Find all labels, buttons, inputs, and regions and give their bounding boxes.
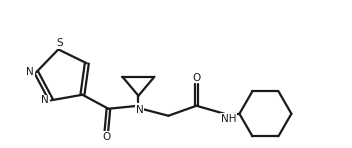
Text: N: N: [26, 67, 34, 77]
Text: S: S: [56, 38, 63, 48]
Text: N: N: [41, 95, 49, 105]
Text: NH: NH: [221, 114, 236, 124]
Text: N: N: [136, 105, 143, 115]
Text: O: O: [102, 132, 111, 142]
Text: O: O: [192, 73, 201, 83]
